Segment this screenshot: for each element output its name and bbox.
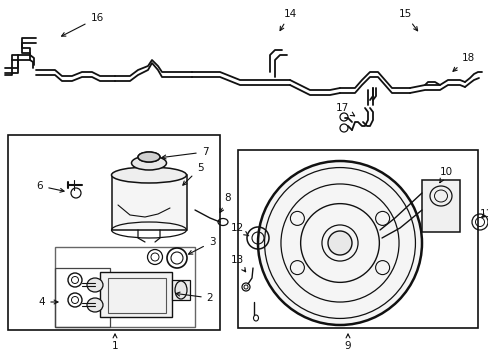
Ellipse shape [87, 298, 103, 312]
Ellipse shape [175, 281, 186, 299]
Bar [112, 175, 186, 230]
Ellipse shape [111, 167, 186, 183]
Bar [172, 280, 190, 300]
Text: 7: 7 [162, 147, 208, 159]
Text: 12: 12 [230, 223, 248, 236]
Circle shape [258, 161, 421, 325]
Bar [238, 150, 477, 328]
Text: 9: 9 [344, 334, 350, 351]
Text: 10: 10 [439, 167, 451, 183]
Text: 14: 14 [280, 9, 296, 31]
Ellipse shape [138, 152, 160, 162]
Text: 6: 6 [37, 181, 64, 192]
Bar [421, 180, 459, 232]
Bar [108, 278, 165, 313]
Text: 11: 11 [478, 209, 488, 219]
Bar [8, 135, 220, 330]
Bar [100, 272, 172, 317]
Text: 2: 2 [176, 292, 213, 303]
Text: 16: 16 [61, 13, 103, 36]
Text: 15: 15 [398, 9, 417, 31]
Text: 17: 17 [335, 103, 354, 116]
Text: 3: 3 [188, 237, 215, 254]
Ellipse shape [131, 156, 166, 170]
Circle shape [327, 231, 351, 255]
Text: 18: 18 [452, 53, 474, 71]
Text: 1: 1 [111, 334, 118, 351]
Bar [55, 268, 110, 327]
Ellipse shape [138, 152, 160, 162]
Text: 13: 13 [230, 255, 245, 272]
Text: 4: 4 [39, 297, 58, 307]
Text: 8: 8 [220, 193, 231, 212]
Ellipse shape [87, 278, 103, 292]
Bar [55, 247, 195, 327]
Text: 5: 5 [183, 163, 203, 185]
